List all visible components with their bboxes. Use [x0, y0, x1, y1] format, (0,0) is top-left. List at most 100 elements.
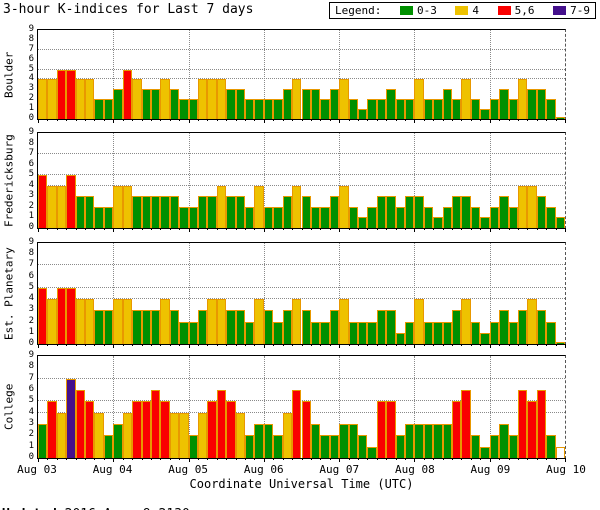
axis-tick	[169, 228, 171, 230]
k-index-bar	[301, 310, 311, 344]
k-index-bar	[536, 89, 547, 119]
axis-tick	[235, 119, 237, 121]
axis-tick	[263, 228, 265, 232]
axis-tick	[75, 344, 77, 346]
axis-tick	[188, 228, 190, 232]
axis-tick	[263, 458, 265, 462]
axis-tick	[282, 119, 284, 121]
k-index-bar	[339, 424, 349, 458]
axis-tick	[339, 228, 341, 232]
axis-tick	[66, 228, 68, 230]
k-index-bar	[47, 299, 57, 344]
axis-tick	[38, 119, 39, 123]
k-index-bar	[442, 89, 453, 119]
k-index-bar	[263, 424, 274, 458]
axis-tick	[452, 344, 454, 346]
k-index-bar	[367, 446, 377, 458]
axis-tick	[207, 228, 209, 230]
k-index-bar	[254, 424, 264, 458]
k-index-bar	[555, 446, 565, 458]
h-gridline	[38, 298, 565, 300]
k-index-bar	[245, 435, 255, 458]
axis-tick	[329, 344, 331, 346]
axis-tick	[527, 119, 529, 121]
k-index-bar	[113, 299, 123, 344]
axis-tick	[442, 228, 444, 230]
k-index-bar	[339, 299, 349, 344]
k-index-bar	[555, 117, 565, 119]
k-index-bar	[405, 99, 415, 119]
k-index-bar	[433, 424, 443, 458]
k-index-bar	[216, 79, 227, 119]
axis-tick	[141, 119, 143, 121]
k-index-bar	[320, 435, 330, 458]
axis-tick	[480, 228, 482, 230]
axis-tick	[565, 119, 566, 123]
updated-timestamp: Updated 2016 Aug 9 2130	[2, 507, 190, 510]
k-index-bar	[433, 99, 443, 119]
k-index-bar	[414, 424, 424, 458]
axis-tick	[517, 228, 519, 230]
k-index-bar	[160, 79, 170, 119]
axis-tick	[348, 228, 350, 230]
axis-tick	[207, 119, 209, 121]
h-gridline	[38, 153, 565, 155]
k-index-bar	[320, 206, 330, 228]
k-index-bar	[103, 99, 114, 119]
k-index-bar	[292, 299, 302, 344]
axis-tick	[555, 119, 557, 121]
y-tick-label: 4	[28, 293, 34, 304]
axis-tick	[414, 344, 416, 348]
axis-tick	[489, 344, 491, 348]
axis-tick	[470, 119, 472, 121]
y-tick-label: 0	[28, 452, 34, 462]
k-index-bar	[150, 196, 161, 228]
legend-item-label: 4	[472, 4, 480, 17]
y-tick-label: 7	[28, 372, 34, 383]
axis-tick	[470, 228, 472, 230]
y-tick-label: 3	[28, 418, 34, 428]
axis-tick	[565, 228, 566, 232]
k-index-bar	[47, 185, 57, 228]
k-index-bar	[489, 206, 500, 228]
legend-swatch	[553, 6, 567, 15]
h-gridline	[38, 174, 565, 176]
k-index-bar	[423, 99, 434, 119]
y-tick-label: 1	[28, 440, 34, 451]
k-index-bar	[216, 390, 227, 458]
axis-tick	[197, 458, 199, 460]
day-gridline	[263, 30, 265, 119]
axis-tick	[367, 119, 369, 121]
k-index-bar	[207, 196, 217, 228]
k-index-bar	[517, 185, 528, 228]
k-index-bar	[207, 401, 217, 458]
k-index-bar	[113, 89, 123, 119]
k-index-bar	[226, 401, 236, 458]
axis-tick	[66, 344, 68, 346]
k-index-bar	[273, 321, 283, 344]
axis-tick	[433, 458, 435, 460]
axis-tick	[103, 119, 105, 121]
axis-tick	[348, 458, 350, 460]
k-index-bar	[85, 196, 95, 228]
axis-tick	[38, 458, 39, 462]
day-gridline	[489, 133, 491, 228]
legend-item-label: 7-9	[570, 4, 590, 17]
axis-tick	[273, 344, 275, 346]
axis-tick	[56, 119, 58, 121]
k-index-bar	[348, 99, 358, 119]
y-tick-label: 2	[28, 200, 34, 211]
k-index-bar	[339, 185, 349, 228]
k-index-bar	[197, 412, 208, 458]
axis-tick	[405, 228, 407, 230]
axis-tick	[47, 458, 49, 460]
k-index-bar	[395, 435, 405, 458]
k-index-bar	[197, 310, 208, 344]
k-index-bar	[75, 299, 86, 344]
axis-tick	[339, 344, 341, 348]
legend: Legend: 0-3 4 5,6 7-9	[329, 2, 596, 19]
k-index-bar	[301, 89, 311, 119]
axis-tick	[310, 119, 312, 121]
